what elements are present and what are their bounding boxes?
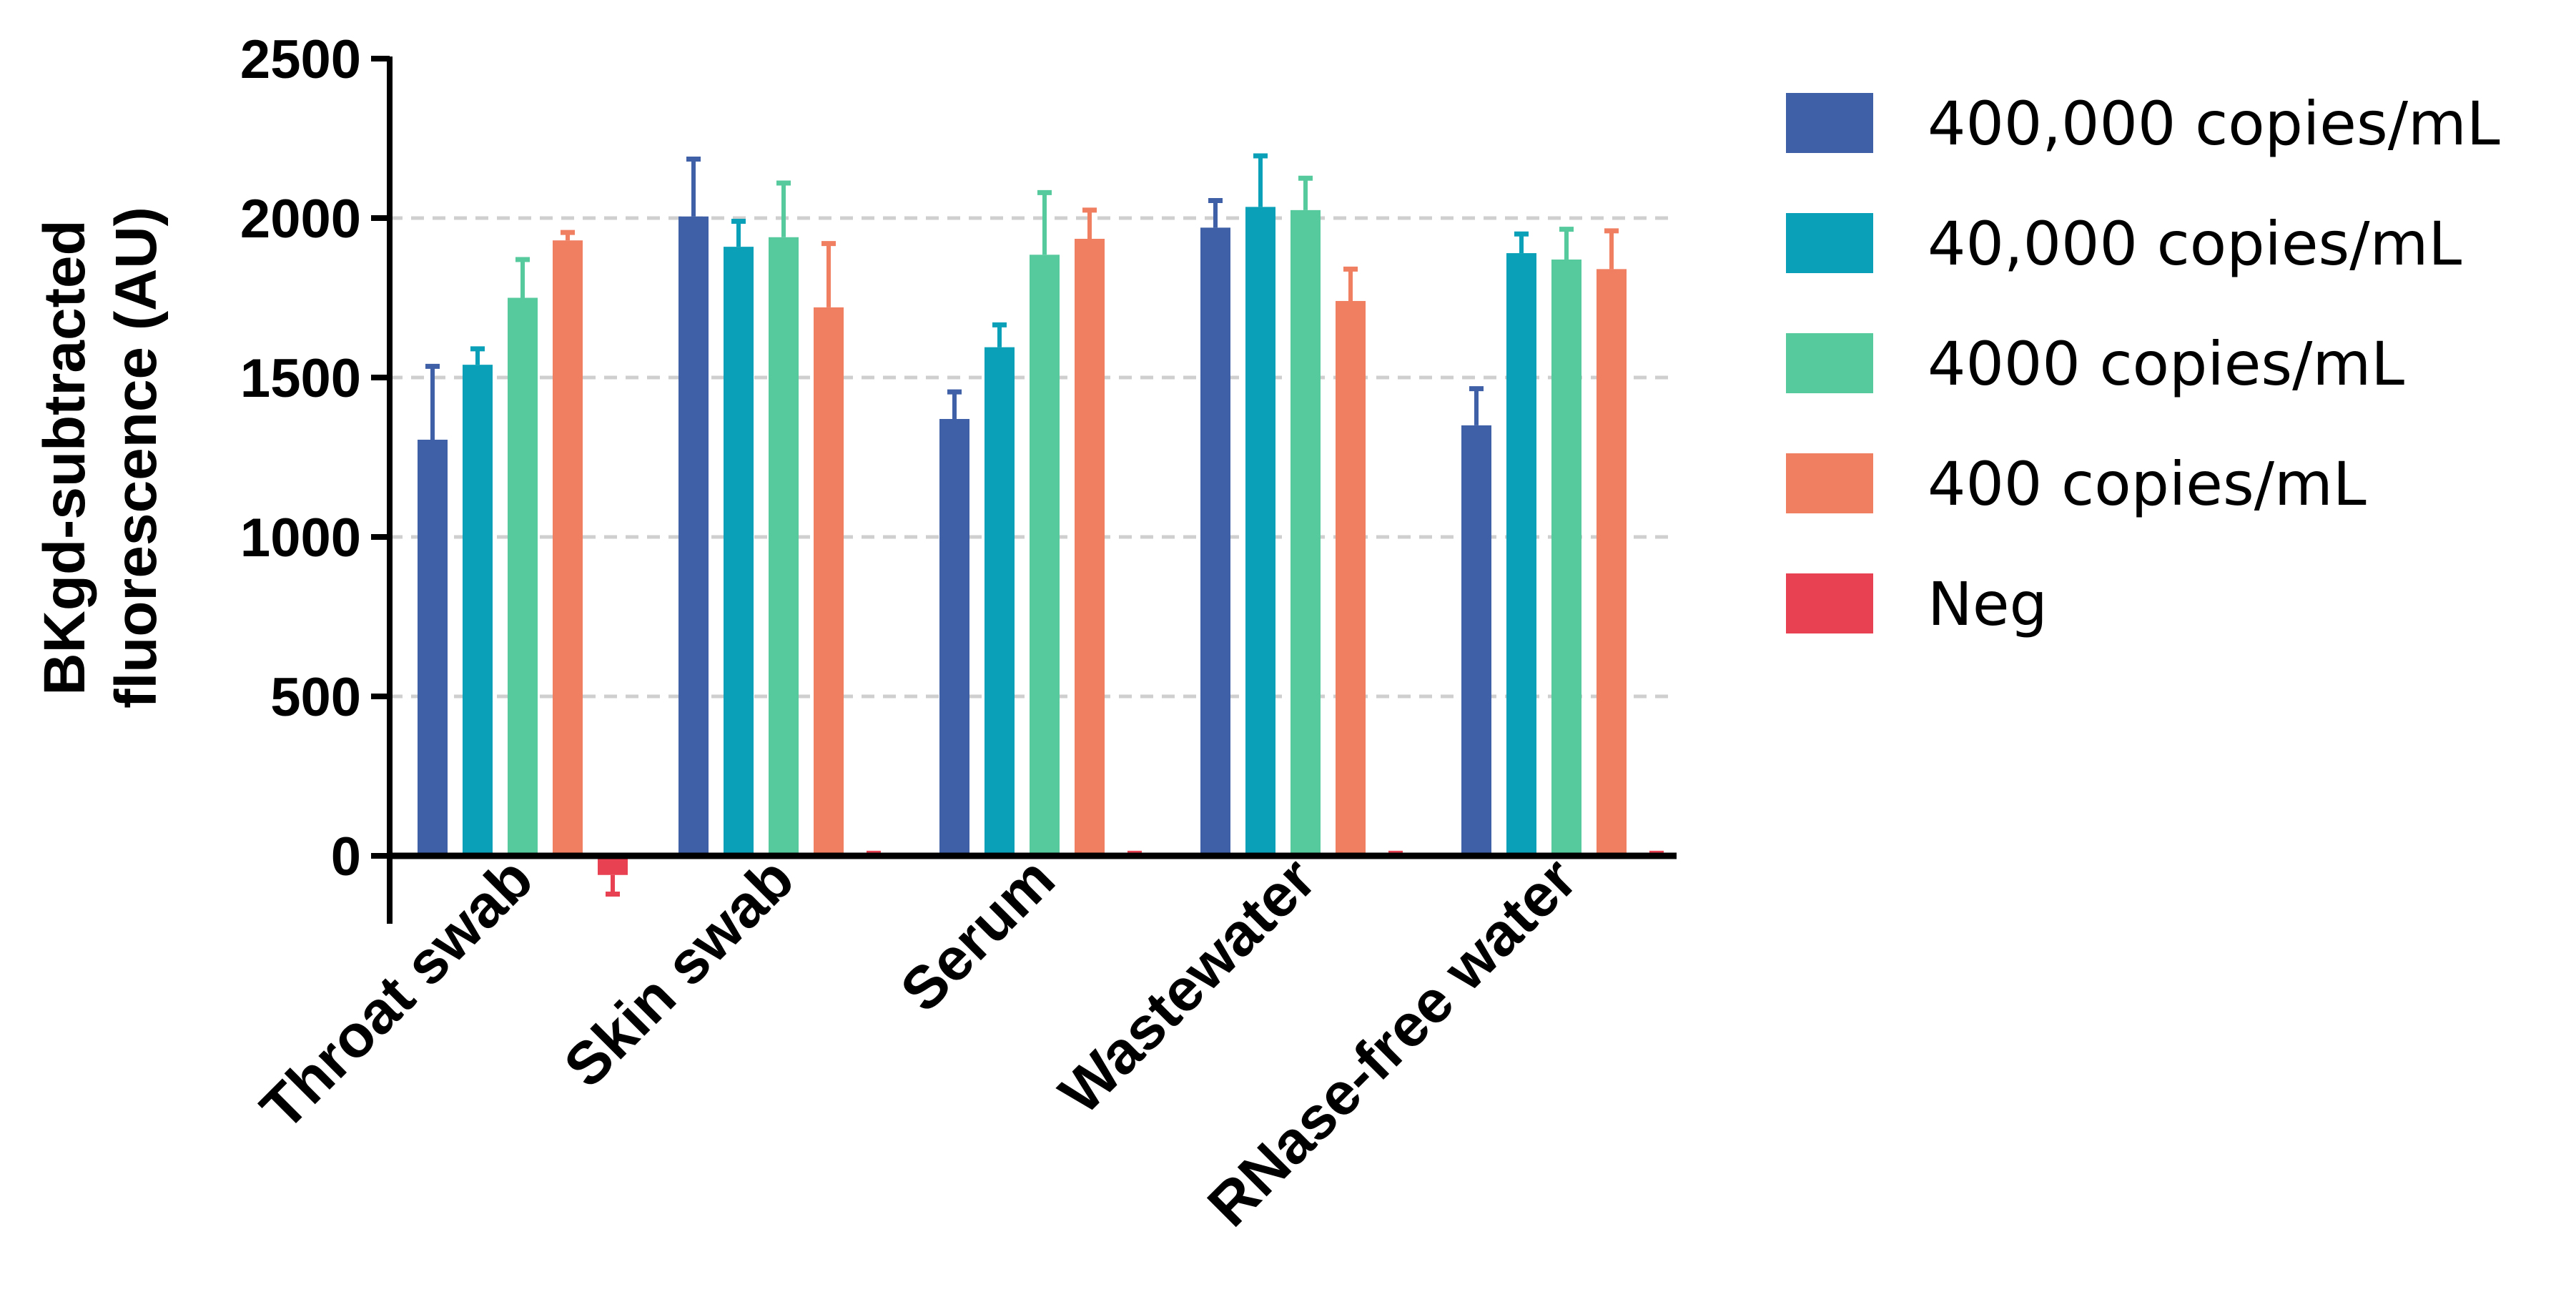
bar [553, 240, 583, 857]
bar [463, 365, 493, 856]
bar [1030, 255, 1060, 856]
legend: 400,000 copies/mL 40,000 copies/mL 4000 co… [1786, 89, 2500, 639]
y-axis-title: fluorescence (AU) [104, 207, 169, 709]
legend-swatch [1786, 93, 1873, 153]
legend-label: 400,000 copies/mL [1928, 89, 2500, 159]
bar [1461, 425, 1491, 856]
bar [1075, 238, 1105, 856]
bar [418, 439, 448, 856]
bars [418, 153, 1672, 897]
bar [1200, 227, 1230, 856]
bar [1506, 253, 1536, 856]
bar [508, 297, 538, 856]
y-tick-label: 2000 [240, 189, 361, 250]
legend-label: 4000 copies/mL [1928, 329, 2404, 399]
legend-label: 400 copies/mL [1928, 449, 2367, 519]
legend-label: Neg [1928, 569, 2048, 639]
y-tick-label: 2500 [240, 29, 361, 90]
legend-label: 40,000 copies/mL [1928, 209, 2462, 279]
bar [1336, 300, 1366, 857]
y-axis-title: BKgd-subtracted [32, 220, 97, 695]
y-tick-label: 1500 [240, 348, 361, 409]
bar [1597, 269, 1627, 856]
bar [678, 216, 709, 856]
y-tick-label: 500 [270, 667, 361, 728]
legend-swatch [1786, 453, 1873, 513]
bar [724, 247, 754, 856]
bar [939, 418, 969, 856]
bar [769, 237, 799, 856]
x-tick-label: Wastewater [1046, 844, 1328, 1126]
axes [371, 56, 1677, 924]
y-tick-label: 1000 [240, 508, 361, 568]
bar [984, 347, 1015, 856]
x-tick-label: Skin swab [551, 844, 806, 1100]
y-tick-label: 0 [331, 827, 361, 887]
x-tick-label: Serum [887, 844, 1067, 1024]
x-tick-label: Throat swab [247, 844, 545, 1142]
bar [1245, 207, 1275, 856]
legend-swatch [1786, 213, 1873, 273]
legend-swatch [1786, 573, 1873, 633]
bar [1551, 259, 1581, 857]
legend-swatch [1786, 333, 1873, 393]
bar [1291, 209, 1321, 857]
bar [814, 307, 844, 856]
